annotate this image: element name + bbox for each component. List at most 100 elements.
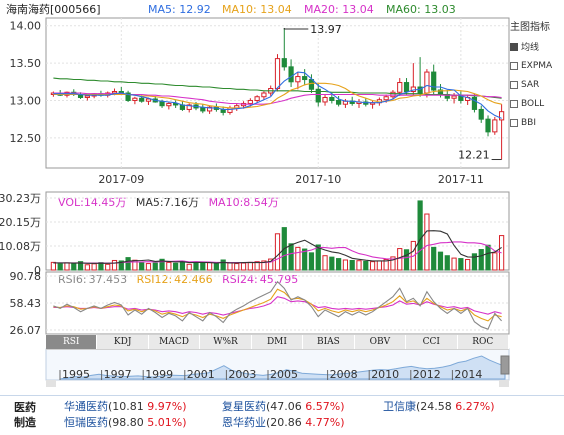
candle xyxy=(315,84,321,107)
volume-y-tick: 20.15万 xyxy=(0,216,41,229)
volume-grid xyxy=(46,197,509,247)
volume-bar xyxy=(465,259,471,271)
option-sar[interactable]: SAR xyxy=(510,75,564,94)
option-ma-label: 均线 xyxy=(521,43,540,53)
sector-stock[interactable]: 恩华药业(20.86 4.77%) xyxy=(222,416,345,430)
candle xyxy=(206,105,213,114)
candle xyxy=(485,115,491,137)
price-y-tick: 13.00 xyxy=(10,94,42,107)
price-ma-lines xyxy=(53,71,502,119)
stock-change: 6.27%) xyxy=(455,400,495,413)
volume-ma5-line xyxy=(53,230,502,264)
candle xyxy=(295,72,301,90)
volume-bar xyxy=(342,259,349,271)
volume-bar xyxy=(329,256,335,271)
candle-body xyxy=(336,99,342,105)
candle xyxy=(322,94,328,106)
stock-link[interactable]: 复星医药 xyxy=(222,400,266,413)
tab-cci[interactable]: CCI xyxy=(406,335,458,349)
sector-stock[interactable]: 华通医药(10.81 9.97%) xyxy=(64,400,187,414)
tab-obv[interactable]: OBV xyxy=(355,335,407,349)
volume-bar xyxy=(349,259,355,271)
stock-link[interactable]: 恒瑞医药 xyxy=(64,416,108,429)
tab-kdj[interactable]: KDJ xyxy=(97,335,149,349)
tab-rsi[interactable]: RSI xyxy=(46,335,98,349)
tab-wr[interactable]: W%R xyxy=(200,335,252,349)
volume-bars xyxy=(50,200,505,271)
stock-price: (10.81 xyxy=(108,400,144,413)
volume-bar xyxy=(179,260,186,271)
option-boll[interactable]: BOLL xyxy=(510,94,564,113)
candle-body xyxy=(111,91,118,94)
tab-dmi[interactable]: DMI xyxy=(252,335,304,349)
volume-bar xyxy=(166,261,172,271)
volume-bar xyxy=(417,200,423,271)
sector-stock[interactable]: 复星医药(47.06 6.57%) xyxy=(222,400,345,414)
candle-body xyxy=(139,97,145,102)
volume-bar xyxy=(193,261,199,271)
low-annotation: 12.21 xyxy=(458,149,502,162)
volume-ma10-line xyxy=(53,241,502,264)
overview-x-ticks: 1995 1997 1999 2001 2003 2005 2008 2010 2012 2014 xyxy=(59,368,482,381)
stock-link[interactable]: 卫信康 xyxy=(383,400,416,413)
overview-x-tick: 1999 xyxy=(145,368,173,381)
overview-x-tick: 2014 xyxy=(454,368,482,381)
rsi-y-tick: 58.43 xyxy=(10,297,42,310)
price-x-ticks: 2017-09 2017-10 2017-11 xyxy=(98,173,484,186)
overview-scrollbar-left[interactable] xyxy=(46,380,56,387)
candle-body xyxy=(390,91,396,98)
volume-bar xyxy=(234,263,240,271)
rsi-y-tick: 26.07 xyxy=(10,324,42,337)
volume-bar xyxy=(363,260,369,271)
candle-body xyxy=(451,95,457,99)
tab-roc[interactable]: ROC xyxy=(458,335,509,349)
checkbox-bbi[interactable] xyxy=(510,118,518,127)
option-expma[interactable]: EXPMA xyxy=(510,56,564,75)
checkbox-ma[interactable] xyxy=(510,42,518,51)
candle-body xyxy=(397,82,403,93)
option-ma[interactable]: 均线 xyxy=(510,37,564,56)
sector-stock[interactable]: 卫信康(24.58 6.27%) xyxy=(383,400,495,414)
candle-body xyxy=(295,76,301,83)
checkbox-sar[interactable] xyxy=(510,80,518,89)
stock-price: (47.06 xyxy=(266,400,302,413)
candle-body xyxy=(383,96,389,101)
stock-link[interactable]: 恩华药业 xyxy=(222,416,266,429)
volume-legend: VOL:14.45万 MA5:7.16万 MA10:8.54万 xyxy=(58,196,279,209)
overview-x-tick: 2008 xyxy=(330,368,358,381)
tab-bias[interactable]: BIAS xyxy=(303,335,355,349)
candle-body xyxy=(200,107,206,112)
volume-bar xyxy=(383,259,389,271)
rsi-y-ticks: 90.78 58.43 26.07 xyxy=(10,270,42,337)
candle-body xyxy=(173,102,179,106)
candle xyxy=(471,93,478,113)
tab-macd[interactable]: MACD xyxy=(149,335,201,349)
checkbox-expma[interactable] xyxy=(510,61,518,70)
candle-body xyxy=(288,66,294,83)
volume-bar xyxy=(336,258,342,271)
checkbox-boll[interactable] xyxy=(510,99,518,108)
price-x-tick: 2017-11 xyxy=(438,173,484,186)
candle-body xyxy=(485,118,491,133)
option-bbi[interactable]: BBI xyxy=(510,113,564,132)
volume-bar xyxy=(57,263,63,271)
candle-body xyxy=(247,99,253,104)
candle xyxy=(288,59,294,88)
volume-bar xyxy=(152,262,158,271)
volume-y-tick: 10.08万 xyxy=(0,240,41,253)
sector-stock[interactable]: 恒瑞医药(98.80 5.01%) xyxy=(64,416,187,430)
stock-name: 海南海药[000566] xyxy=(6,2,101,16)
overview-handle[interactable] xyxy=(500,355,510,375)
candle-body xyxy=(145,98,152,102)
volume-bar xyxy=(308,252,315,271)
sidebar-title: 主图指标 xyxy=(510,22,550,33)
sector-category: 医药 制造 xyxy=(14,401,36,429)
volume-bar xyxy=(159,258,165,271)
rsi-y-tick: 90.78 xyxy=(10,270,42,283)
candle xyxy=(397,78,403,96)
stock-link[interactable]: 华通医药 xyxy=(64,400,108,413)
overview-scrollbar-right[interactable] xyxy=(499,380,509,387)
stock-price: (20.86 xyxy=(266,416,302,429)
rsi-legend: RSI6: 37.453 RSI12: 42.466 RSI24: 45.795 xyxy=(58,273,298,286)
candle xyxy=(254,95,260,103)
